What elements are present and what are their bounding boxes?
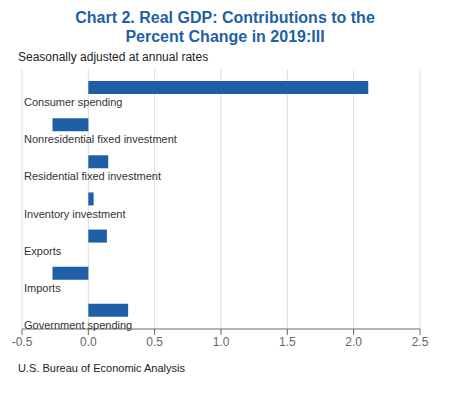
svg-text:-0.5: -0.5 bbox=[12, 335, 33, 349]
svg-text:Residential fixed investment: Residential fixed investment bbox=[24, 170, 161, 182]
svg-text:Consumer spending: Consumer spending bbox=[24, 96, 122, 108]
svg-text:0.0: 0.0 bbox=[80, 335, 97, 349]
svg-text:2.0: 2.0 bbox=[345, 335, 362, 349]
svg-text:Imports: Imports bbox=[24, 282, 61, 294]
svg-text:Exports: Exports bbox=[24, 245, 62, 257]
html-text:Seasonally adjusted at annual: Seasonally adjusted at annual rates bbox=[18, 50, 209, 64]
html-text:Chart 2. Real GDP: Contributio: Chart 2. Real GDP: Contributions to the bbox=[75, 9, 375, 26]
svg-text:Government spending: Government spending bbox=[24, 319, 132, 331]
svg-text:0.5: 0.5 bbox=[146, 335, 163, 349]
html-text:Percent Change in 2019:III: Percent Change in 2019:III bbox=[125, 28, 325, 45]
svg-text:2.5: 2.5 bbox=[412, 335, 429, 349]
svg-text:Nonresidential fixed investmen: Nonresidential fixed investment bbox=[24, 133, 177, 145]
svg-text:Inventory investment: Inventory investment bbox=[24, 208, 126, 220]
svg-text:1.5: 1.5 bbox=[279, 335, 296, 349]
html-text:U.S. Bureau of Economic Analys: U.S. Bureau of Economic Analysis bbox=[18, 362, 185, 374]
svg-text:1.0: 1.0 bbox=[213, 335, 230, 349]
